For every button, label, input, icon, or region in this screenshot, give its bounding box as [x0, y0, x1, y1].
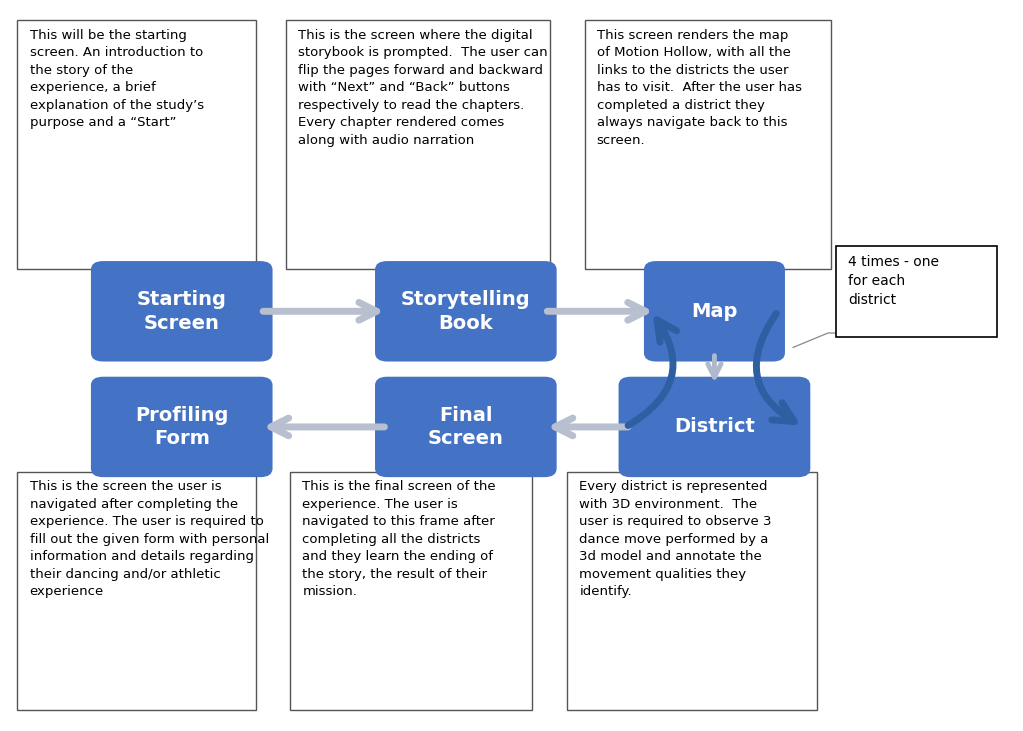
FancyBboxPatch shape — [17, 20, 256, 270]
FancyBboxPatch shape — [375, 261, 557, 362]
FancyBboxPatch shape — [643, 261, 785, 362]
FancyBboxPatch shape — [291, 471, 532, 711]
FancyBboxPatch shape — [568, 471, 817, 711]
FancyBboxPatch shape — [91, 261, 272, 362]
Text: This will be the starting
screen. An introduction to
the story of the
experience: This will be the starting screen. An int… — [30, 29, 204, 129]
Text: This is the screen the user is
navigated after completing the
experience. The us: This is the screen the user is navigated… — [30, 480, 269, 599]
FancyBboxPatch shape — [17, 471, 256, 711]
Text: Map: Map — [692, 302, 738, 321]
Text: Profiling
Form: Profiling Form — [135, 406, 228, 448]
Text: Every district is represented
with 3D environment.  The
user is required to obse: Every district is represented with 3D en… — [579, 480, 772, 599]
Text: Storytelling
Book: Storytelling Book — [401, 290, 531, 333]
FancyBboxPatch shape — [584, 20, 831, 270]
FancyBboxPatch shape — [836, 246, 996, 336]
Text: 4 times - one
for each
district: 4 times - one for each district — [848, 255, 939, 307]
Text: Starting
Screen: Starting Screen — [137, 290, 227, 333]
FancyBboxPatch shape — [619, 376, 810, 477]
Text: This screen renders the map
of Motion Hollow, with all the
links to the district: This screen renders the map of Motion Ho… — [596, 29, 802, 147]
Text: This is the screen where the digital
storybook is prompted.  The user can
flip t: This is the screen where the digital sto… — [299, 29, 548, 147]
FancyBboxPatch shape — [286, 20, 550, 270]
FancyBboxPatch shape — [91, 376, 272, 477]
FancyBboxPatch shape — [375, 376, 557, 477]
Text: This is the final screen of the
experience. The user is
navigated to this frame : This is the final screen of the experien… — [303, 480, 496, 599]
Text: District: District — [674, 417, 755, 436]
Text: Final
Screen: Final Screen — [428, 406, 503, 448]
